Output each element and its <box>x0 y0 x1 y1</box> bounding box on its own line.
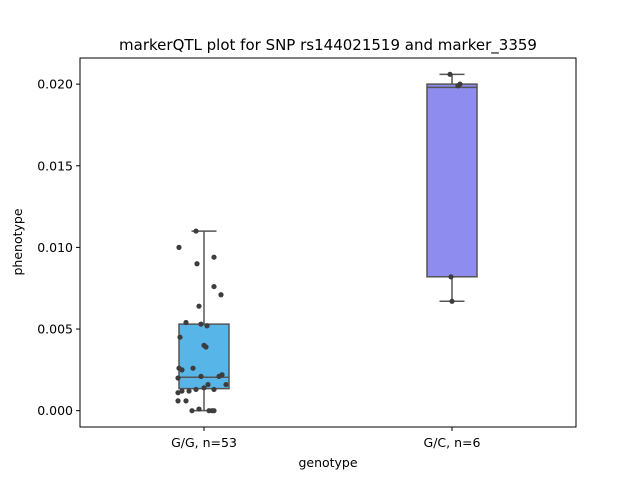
data-point <box>201 385 207 391</box>
data-point <box>209 408 215 414</box>
plot-layer <box>175 71 478 414</box>
data-point <box>223 381 229 388</box>
data-point <box>455 83 461 89</box>
data-point <box>194 261 200 267</box>
data-point <box>211 254 217 260</box>
data-point <box>179 388 185 394</box>
data-point <box>211 386 217 393</box>
data-point <box>447 71 453 77</box>
x-tick-label: G/G, n=53 <box>171 435 237 450</box>
y-tick-label: 0.010 <box>37 240 73 255</box>
data-point <box>183 398 189 404</box>
data-point <box>175 398 181 404</box>
box-group-1 <box>426 73 478 303</box>
data-point <box>218 292 224 298</box>
data-point <box>183 319 189 326</box>
data-point <box>449 298 455 304</box>
data-point <box>198 321 204 327</box>
data-point <box>205 381 211 388</box>
y-tick-label: 0.020 <box>37 77 73 92</box>
iqr-box <box>426 83 478 278</box>
data-point <box>189 408 195 414</box>
axes-layer: 0.000 0.005 0.010 0.015 0.020 G/G, n=53 G/C, n… <box>37 77 480 450</box>
data-point <box>448 274 454 280</box>
data-point <box>179 367 185 373</box>
y-tick-label: 0.005 <box>37 322 73 337</box>
x-tick-label: G/C, n=6 <box>424 435 481 450</box>
data-point <box>211 283 217 290</box>
plot-area-frame <box>79 57 577 428</box>
y-tick-label: 0.015 <box>37 158 73 173</box>
data-point <box>196 406 202 412</box>
data-point <box>175 390 181 396</box>
data-point <box>190 365 196 371</box>
y-axis-label: phenotype <box>10 208 25 275</box>
data-point <box>203 344 209 350</box>
data-point <box>186 388 192 394</box>
x-axis-label: genotype <box>298 455 357 470</box>
data-point <box>198 373 204 379</box>
data-point <box>193 386 199 393</box>
data-point <box>175 375 181 381</box>
data-point <box>219 372 225 378</box>
data-point <box>177 334 183 340</box>
chart-title: markerQTL plot for SNP rs144021519 and m… <box>119 36 537 55</box>
data-point <box>176 244 182 250</box>
iqr-box <box>178 323 230 390</box>
data-point <box>196 303 202 309</box>
y-tick-label: 0.000 <box>37 403 73 418</box>
data-point <box>204 323 210 329</box>
data-point <box>193 228 199 234</box>
